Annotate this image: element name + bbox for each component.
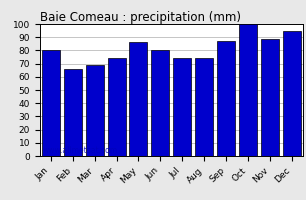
Bar [129, 42, 147, 156]
Text: Baie Comeau : precipitation (mm): Baie Comeau : precipitation (mm) [40, 11, 241, 24]
Bar [239, 24, 257, 156]
Bar [64, 69, 82, 156]
Text: www.allmetsat.com: www.allmetsat.com [43, 146, 118, 155]
Bar [173, 58, 191, 156]
Bar [261, 39, 279, 156]
Bar [217, 41, 235, 156]
Bar [283, 31, 301, 156]
Bar [195, 58, 213, 156]
Bar [86, 65, 104, 156]
Bar [107, 58, 125, 156]
Bar [151, 50, 170, 156]
Bar [42, 50, 60, 156]
